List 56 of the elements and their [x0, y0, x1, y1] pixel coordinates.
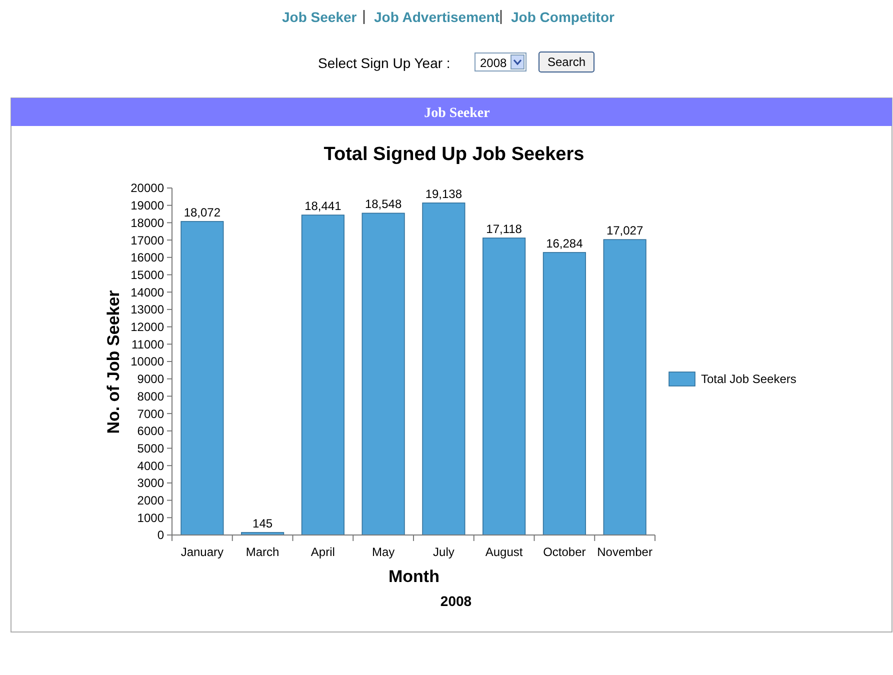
y-tick-label: 6000	[137, 424, 164, 438]
y-tick-label: 9000	[137, 372, 164, 386]
x-tick-label: August	[485, 545, 524, 559]
x-tick-label: July	[433, 545, 454, 559]
bar	[362, 212, 405, 536]
data-label: 145	[252, 516, 273, 530]
y-tick-label: 16000	[130, 250, 164, 265]
data-label: 17,027	[606, 224, 644, 238]
text: Job Advertisement	[374, 9, 500, 25]
y-tick-label: 11000	[132, 337, 164, 352]
text: 2008	[440, 593, 472, 609]
y-tick-label: 2000	[137, 494, 164, 508]
y-tick-label: 18000	[130, 216, 164, 230]
x-tick-label: January	[180, 545, 224, 559]
year-dropdown: 2008	[474, 52, 526, 72]
search-button: Search	[538, 52, 594, 72]
x-tick-label: November	[597, 545, 652, 559]
chart-title: Total Signed Up Job Seekers	[324, 144, 584, 165]
y-tick-label: 12000	[130, 320, 164, 334]
y-tick-label: 13000	[130, 302, 164, 317]
bar	[482, 238, 526, 536]
text: Select Sign Up Year :	[318, 55, 450, 71]
y-tick-label: 17000	[130, 233, 164, 248]
x-tick-label: May	[372, 545, 395, 559]
y-tick-label: 15000	[130, 268, 164, 282]
data-label: 16,284	[546, 236, 584, 250]
bar	[301, 214, 344, 536]
data-label: 18,548	[364, 197, 402, 212]
y-tick-label: 8000	[137, 389, 164, 404]
y-tick-label: 4000	[137, 458, 164, 473]
y-tick-label: 20000	[130, 181, 164, 196]
legend-label: Total Job Seekers	[701, 372, 796, 386]
y-tick-label: 19000	[130, 198, 164, 213]
bar	[422, 202, 466, 536]
bar	[542, 252, 586, 536]
data-label: 19,138	[425, 186, 462, 201]
data-label: 18,441	[304, 199, 342, 214]
y-tick-label: 14000	[130, 285, 164, 300]
bar	[603, 239, 646, 536]
y-tick-label: 5000	[137, 441, 164, 456]
text: Job Seeker	[282, 9, 358, 25]
y-tick-label: 10000	[130, 354, 164, 369]
y-tick-label: 7000	[137, 406, 164, 421]
x-axis-title: Month	[388, 567, 440, 586]
y-tick-label: 3000	[137, 476, 164, 490]
y-tick-label: 1000	[137, 510, 164, 525]
text: Job Seeker	[424, 106, 490, 121]
x-tick-label: March	[246, 545, 280, 559]
y-tick-label: 0	[157, 528, 164, 542]
x-tick-label: April	[310, 545, 335, 559]
x-tick-label: October	[543, 545, 586, 559]
bar	[180, 221, 224, 536]
text: Job Competitor	[511, 9, 615, 25]
data-label: 17,118	[486, 222, 522, 236]
data-label: 18,072	[184, 205, 221, 220]
y-axis-title: No. of Job Seeker	[104, 290, 123, 434]
